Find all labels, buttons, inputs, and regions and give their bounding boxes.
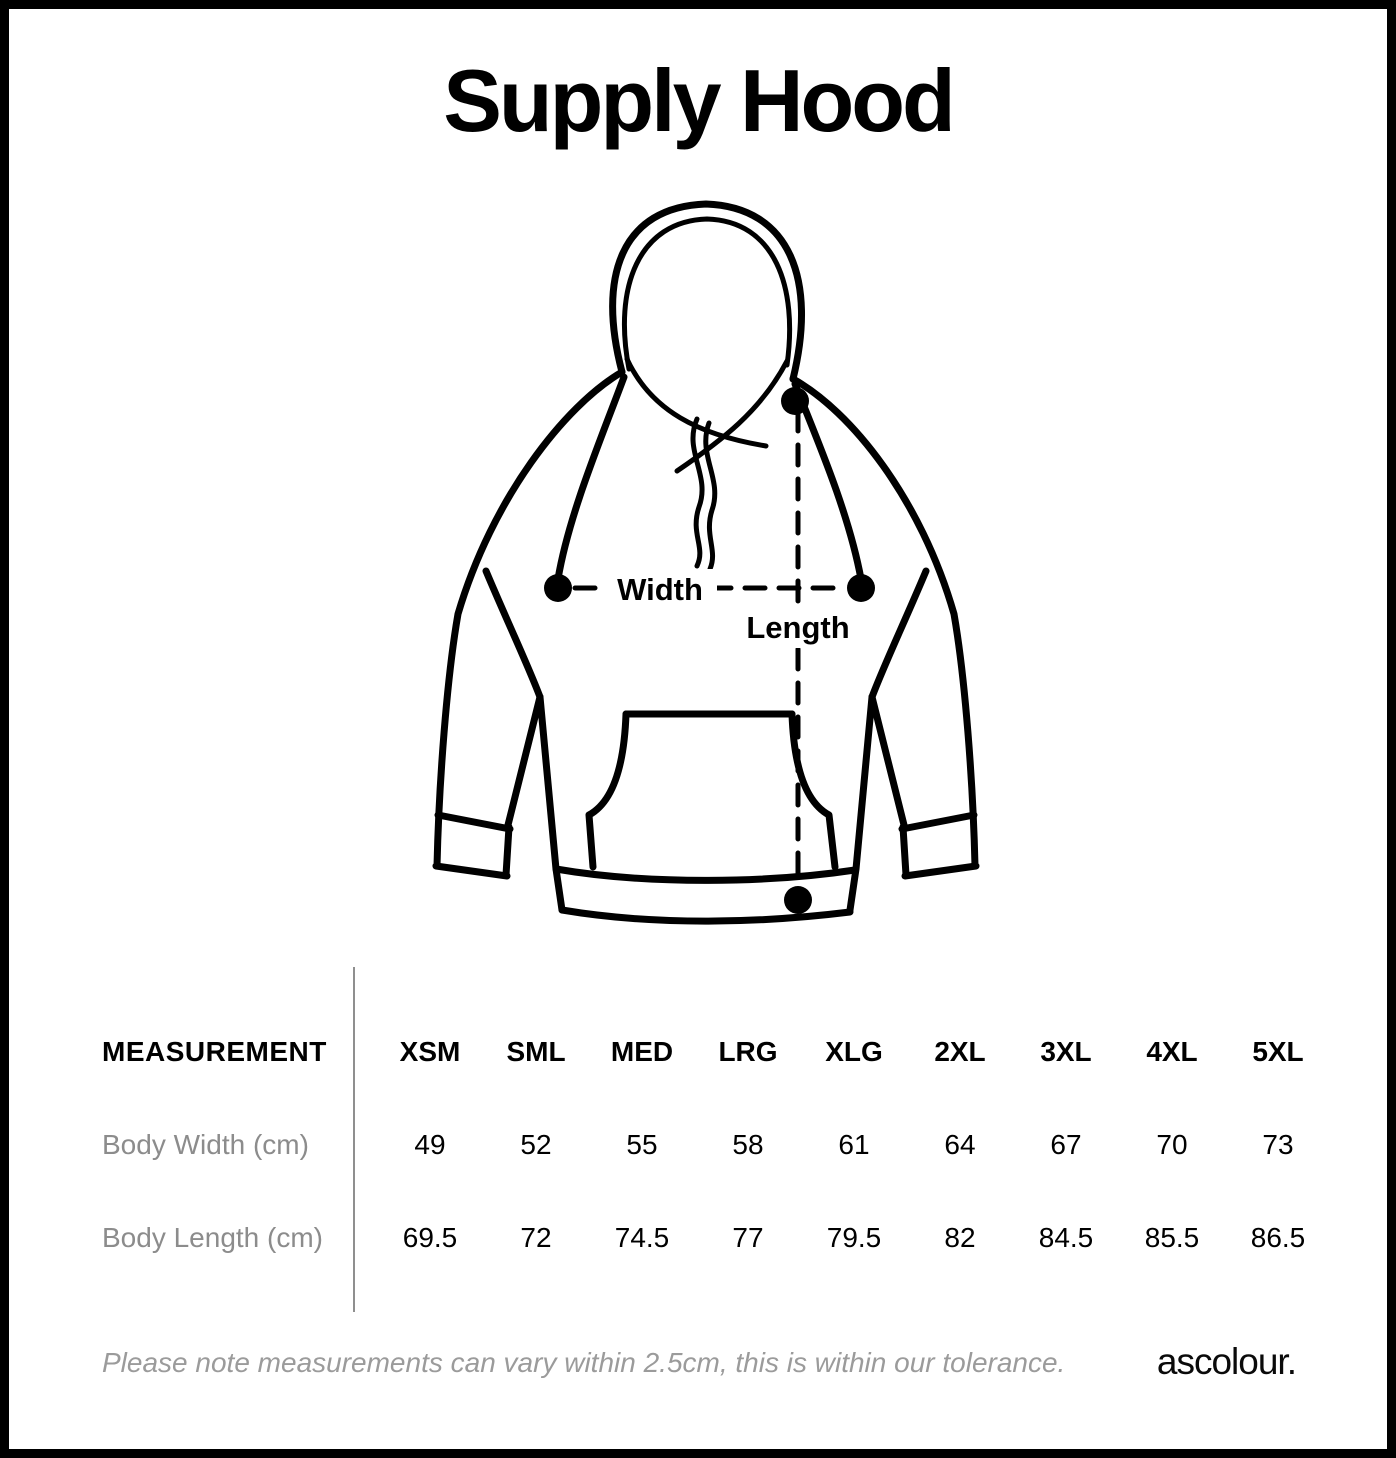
hood-outer <box>609 200 806 383</box>
body-length-sml: 72 <box>520 1222 552 1253</box>
size-header-sml: SML <box>506 1036 566 1067</box>
hem-dot <box>784 886 812 914</box>
body-length-med: 74.5 <box>614 1222 670 1253</box>
shoulder-dot <box>781 387 809 415</box>
body-width-5xl: 73 <box>1262 1129 1294 1160</box>
chest-left-dot <box>544 574 572 602</box>
ascolour-logo: ascolour. <box>1156 1341 1297 1382</box>
table-divider-line <box>353 967 355 1312</box>
raglan-seam-right <box>791 380 865 583</box>
tolerance-note: Please note measurements can vary within… <box>102 1347 1066 1378</box>
hoodie-line-art: Width Length <box>432 200 980 925</box>
hoodie-diagram: Width Length <box>409 194 1009 954</box>
size-table-header-row: MEASUREMENT XSM SML MED LRG XLG 2XL 3XL … <box>9 1030 1331 1074</box>
sleeve-left-inner <box>502 693 544 879</box>
sleeve-left-outer <box>433 368 626 870</box>
size-header-xsm: XSM <box>399 1036 461 1067</box>
width-label-plate <box>603 569 717 609</box>
raglan-seam-left <box>554 373 628 583</box>
body-length-xlg: 79.5 <box>826 1222 882 1253</box>
measurement-header: MEASUREMENT <box>102 1036 327 1067</box>
size-header-med: MED <box>610 1036 674 1067</box>
size-header-4xl: 4XL <box>1146 1036 1198 1067</box>
body-side-left <box>536 693 566 914</box>
underarm-seam-right <box>868 567 930 701</box>
body-width-xsm: 49 <box>414 1129 446 1160</box>
body-width-sml: 52 <box>520 1129 552 1160</box>
length-label: Length <box>746 610 849 645</box>
body-length-label: Body Length (cm) <box>102 1222 323 1253</box>
body-width-med: 55 <box>626 1129 658 1160</box>
size-header-xlg: XLG <box>825 1036 883 1067</box>
body-width-4xl: 70 <box>1156 1129 1188 1160</box>
chest-right-dot <box>847 574 875 602</box>
length-label-plate <box>741 606 855 648</box>
body-width-3xl: 67 <box>1050 1129 1082 1160</box>
cuff-right <box>898 811 980 880</box>
body-side-right <box>846 693 876 914</box>
body-length-row: Body Length (cm) 69.5 72 74.5 77 79.5 82… <box>9 1216 1331 1260</box>
pocket-left <box>585 710 630 871</box>
body-width-2xl: 64 <box>944 1129 976 1160</box>
hood-inner <box>621 216 793 372</box>
size-header-2xl: 2XL <box>934 1036 986 1067</box>
pocket-right <box>788 710 839 871</box>
size-header-5xl: 5XL <box>1252 1036 1304 1067</box>
measurement-dots <box>544 387 875 914</box>
body-length-5xl: 86.5 <box>1250 1222 1306 1253</box>
size-header-lrg: LRG <box>718 1036 778 1067</box>
hood-details <box>621 216 793 572</box>
drawstring-left <box>690 416 705 569</box>
page-title: Supply Hood <box>443 51 956 150</box>
hood-front-flap-right <box>674 358 790 474</box>
hem-top <box>552 865 859 884</box>
body-length-4xl: 85.5 <box>1144 1222 1200 1253</box>
hem-bottom <box>558 906 854 925</box>
body-length-lrg: 77 <box>732 1222 764 1253</box>
body-length-xsm: 69.5 <box>402 1222 458 1253</box>
sleeve-right-outer <box>789 375 979 870</box>
size-header-3xl: 3XL <box>1040 1036 1092 1067</box>
sleeve-right-inner <box>868 693 910 879</box>
body-width-row: Body Width (cm) 49 52 55 58 61 64 67 70 … <box>9 1123 1331 1167</box>
body-width-xlg: 61 <box>838 1129 870 1160</box>
width-label: Width <box>617 572 703 607</box>
drawstring-right <box>703 420 718 572</box>
underarm-seam-left <box>482 567 544 701</box>
body-length-2xl: 82 <box>944 1222 976 1253</box>
body-width-lrg: 58 <box>732 1129 764 1160</box>
hoodie-outline <box>432 200 980 925</box>
cuff-left <box>432 811 514 880</box>
body-width-label: Body Width (cm) <box>102 1129 309 1160</box>
body-length-3xl: 84.5 <box>1038 1222 1094 1253</box>
hood-front-flap-left <box>624 356 769 449</box>
